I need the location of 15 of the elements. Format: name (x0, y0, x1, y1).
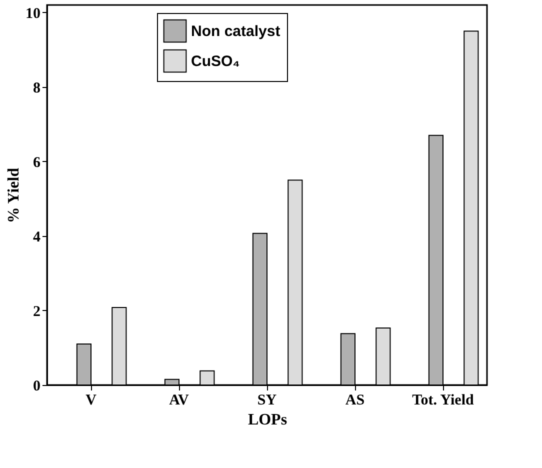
y-tick-label: 0 (33, 378, 40, 394)
y-tick-label: 10 (26, 6, 40, 22)
y-tick-label: 2 (33, 304, 40, 320)
x-axis-title: LOPs (248, 412, 288, 428)
x-tick-label: AS (345, 392, 365, 408)
x-tick-label: AV (169, 392, 190, 408)
legend-label: Non catalyst (191, 23, 280, 40)
legend-label: CuSO₄ (191, 53, 240, 70)
x-tick-label: V (86, 392, 97, 408)
y-tick-label: 8 (33, 80, 40, 96)
y-tick-label: 6 (33, 154, 41, 171)
y-axis-title: % Yield (6, 168, 22, 224)
x-tick-label: SY (257, 392, 277, 408)
y-tick-label: 4 (33, 229, 41, 246)
x-tick-label: Tot. Yield (412, 392, 474, 408)
